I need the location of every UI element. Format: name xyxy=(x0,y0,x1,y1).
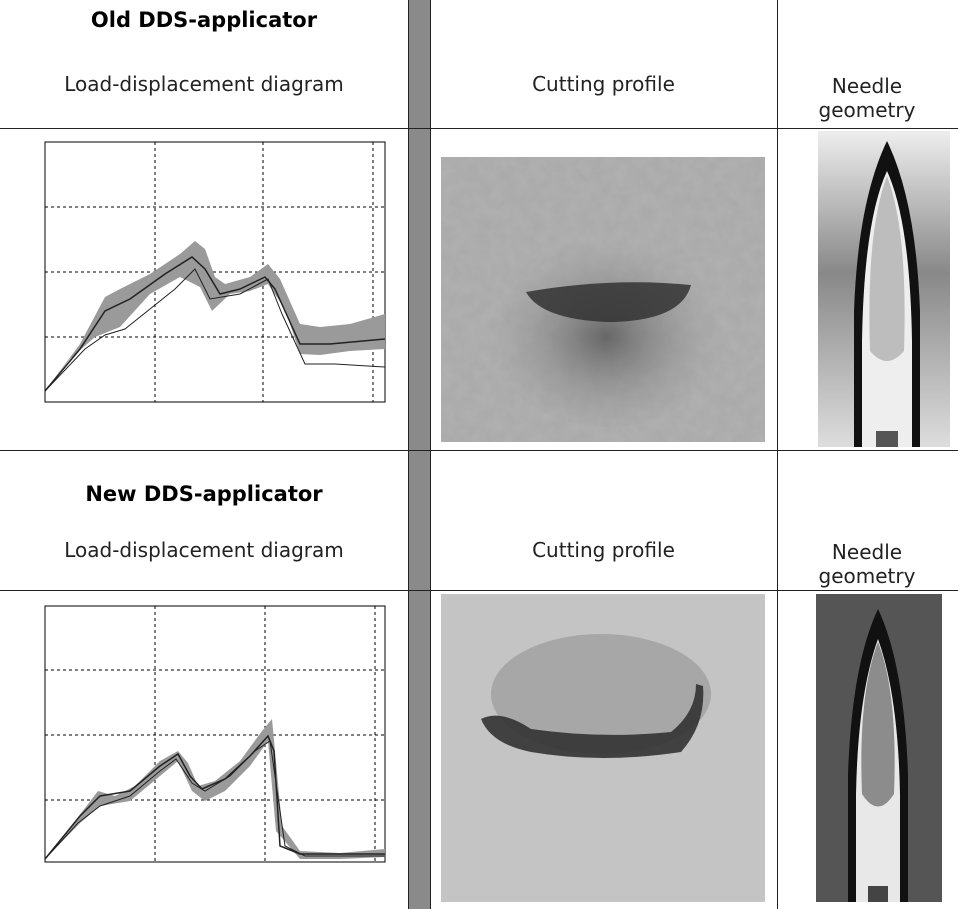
border xyxy=(430,0,431,909)
section-title: New DDS-applicator xyxy=(85,482,323,506)
section-title: Old DDS-applicator xyxy=(90,8,318,32)
cutting-profile-image xyxy=(441,594,765,902)
needle-image xyxy=(816,594,942,902)
column-header: Needle geometry xyxy=(818,540,916,588)
load-diagram-image xyxy=(44,605,386,863)
load-diagram-image xyxy=(44,141,386,403)
border xyxy=(0,128,958,129)
column-header: Cutting profile xyxy=(532,72,675,96)
border xyxy=(0,590,958,591)
column-header: Cutting profile xyxy=(532,538,675,562)
border xyxy=(0,450,958,451)
needle-image xyxy=(818,131,950,447)
column-header: Load-displacement diagram xyxy=(64,538,344,562)
cutting-profile-image xyxy=(441,157,765,442)
border xyxy=(408,0,409,909)
separator xyxy=(408,0,430,909)
column-header: Needle geometry xyxy=(818,74,916,122)
border xyxy=(777,0,778,909)
column-header: Load-displacement diagram xyxy=(64,72,344,96)
